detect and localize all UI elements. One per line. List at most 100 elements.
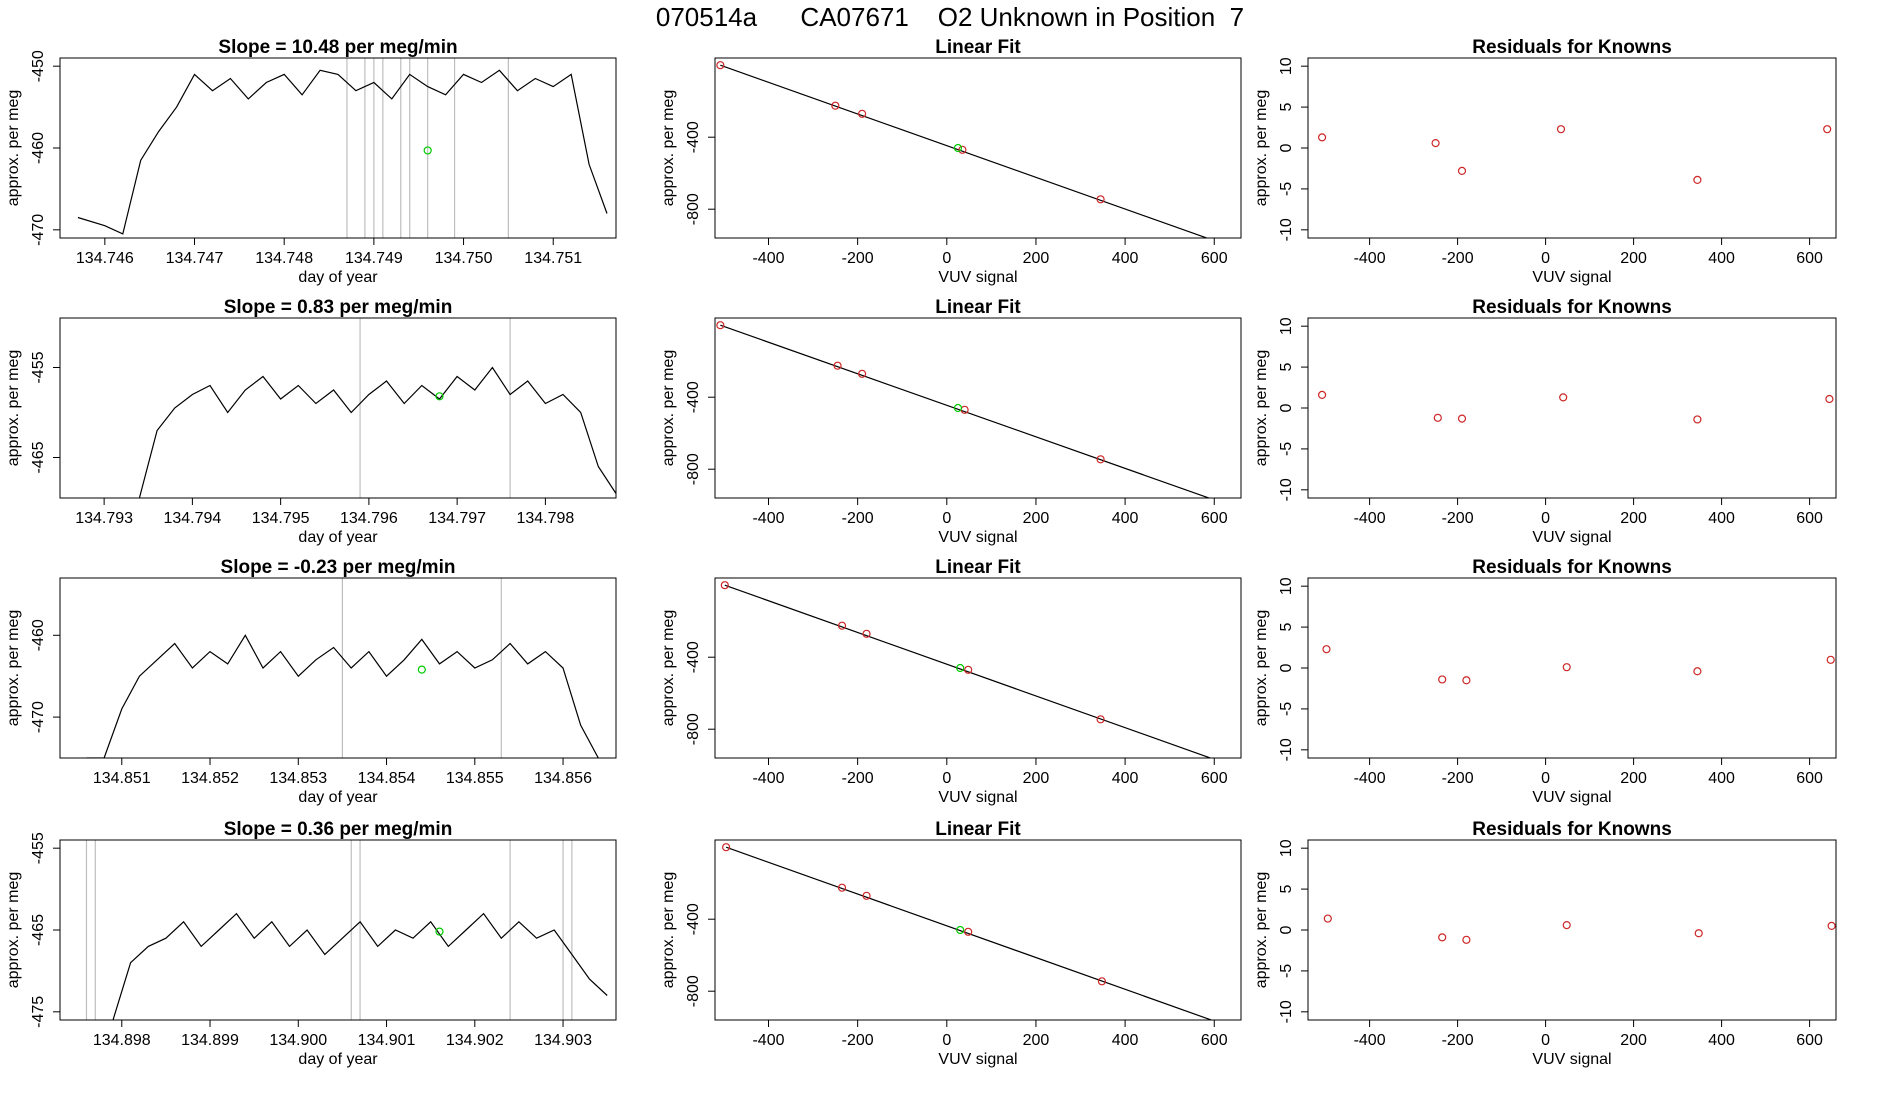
panel-r3-c1: Slope = -0.23 per meg/min 134.851 134.852 1… (5, 557, 617, 806)
panel-title: Residuals for Knowns (1472, 297, 1672, 318)
unknown-point (435, 392, 444, 401)
x-tick-label: -400 (752, 510, 784, 527)
residual-point (1457, 414, 1467, 423)
y-tick-label: -800 (685, 975, 702, 1007)
y-axis-label: approx. per meg (660, 350, 677, 467)
residual-point (1317, 390, 1327, 400)
y-tick-label: -460 (30, 132, 47, 164)
panel-title: Residuals for Knowns (1472, 819, 1672, 840)
residual-point (1823, 125, 1832, 134)
known-point (1096, 195, 1105, 204)
known-point (716, 321, 725, 330)
x-tick-label: -200 (1442, 1032, 1474, 1049)
x-tick-label: 400 (1112, 770, 1139, 787)
x-tick-label: 400 (1708, 510, 1735, 527)
y-tick-label: -470 (30, 701, 47, 733)
residual-point (1438, 933, 1447, 942)
x-tick-label: 200 (1620, 510, 1647, 527)
y-axis-label: approx. per meg (660, 90, 677, 207)
x-tick-label: 0 (942, 1032, 951, 1049)
x-tick-label: 134.748 (255, 250, 313, 267)
y-tick-label: -10 (1278, 478, 1295, 501)
x-tick-label: 134.900 (269, 1032, 327, 1049)
residual-point (1693, 175, 1702, 185)
x-tick-label: 200 (1023, 1032, 1050, 1049)
known-point (837, 883, 847, 892)
x-tick-label: -400 (752, 770, 784, 787)
plot-area (1317, 125, 1832, 185)
plot-frame (1307, 839, 1837, 1021)
x-tick-label: 134.856 (534, 770, 592, 787)
plot-frame (59, 577, 617, 759)
x-tick-label: 0 (1541, 510, 1550, 527)
x-tick-label: 600 (1796, 770, 1823, 787)
plot-frame (714, 839, 1242, 1021)
known-point (1232, 764, 1239, 771)
unknown-point (435, 927, 444, 936)
x-tick-label: 0 (1541, 250, 1550, 267)
x-tick-label: 200 (1023, 250, 1050, 267)
y-tick-label: -5 (1278, 964, 1295, 978)
fit-line (724, 584, 1213, 758)
x-tick-label: 400 (1112, 1032, 1139, 1049)
x-axis-label: VUV signal (938, 1051, 1017, 1068)
plot-area (1322, 645, 1835, 685)
known-point (964, 927, 973, 936)
panel-title: Residuals for Knowns (1472, 37, 1672, 58)
known-point (862, 891, 871, 900)
x-tick-label: 600 (1796, 250, 1823, 267)
panel-r1-c1: Slope = 10.48 per meg/min 134.746 134.747 1… (5, 37, 617, 286)
x-tick-label: 134.901 (358, 1032, 416, 1049)
x-tick-label: -200 (842, 770, 874, 787)
x-tick-label: 134.747 (166, 250, 224, 267)
x-axis-label: day of year (298, 1051, 378, 1068)
unknown-point (956, 925, 965, 935)
x-tick-label: 200 (1023, 510, 1050, 527)
x-tick-label: -400 (752, 1032, 784, 1049)
y-tick-label: -455 (30, 351, 47, 383)
known-point (1096, 715, 1105, 724)
residual-point (1317, 133, 1327, 142)
residual-point (1323, 914, 1332, 923)
y-tick-label: -400 (685, 381, 702, 413)
plot-area (722, 843, 1240, 1033)
plot-frame (1307, 57, 1837, 239)
residual-point (1562, 663, 1571, 672)
panel-title: Linear Fit (935, 37, 1021, 58)
y-tick-label: 5 (1278, 103, 1295, 112)
x-tick-label: -200 (842, 250, 874, 267)
panels-grid: Slope = 10.48 per meg/min 134.746 134.747 1… (5, 37, 1837, 1068)
plot-frame (714, 577, 1242, 759)
x-axis-label: VUV signal (938, 529, 1017, 546)
y-axis-label: approx. per meg (5, 350, 22, 467)
panel-r2-c2: Linear Fit -400 -200 0 200 400 600 -800 -400 VUV … (660, 297, 1242, 546)
known-point (831, 101, 840, 110)
plot-area (85, 840, 608, 1020)
known-point (964, 665, 973, 674)
panel-title: Residuals for Knowns (1472, 557, 1672, 578)
unknown-point (956, 663, 965, 673)
x-tick-label: -200 (842, 1032, 874, 1049)
trace-line (138, 366, 616, 498)
y-axis-label: approx. per meg (1253, 872, 1270, 989)
y-tick-label: -465 (30, 441, 47, 473)
x-axis-label: VUV signal (938, 789, 1017, 806)
known-point (1233, 1026, 1240, 1033)
panel-r3-c3: Residuals for Knowns -400 -200 0 200 400 600 -1… (1253, 557, 1837, 806)
y-tick-label: -800 (685, 193, 702, 225)
residual-point (1693, 667, 1702, 676)
residual-point (1438, 675, 1447, 684)
trace-line (86, 634, 599, 758)
x-tick-label: 600 (1201, 1032, 1228, 1049)
panel-r2-c1: Slope = 0.83 per meg/min 134.793 134.794 13… (5, 297, 617, 546)
plot-frame (714, 317, 1242, 499)
known-point (837, 621, 847, 630)
y-axis-label: approx. per meg (5, 610, 22, 727)
y-tick-label: 5 (1278, 885, 1295, 894)
known-point (858, 369, 867, 378)
x-tick-label: -400 (1354, 510, 1386, 527)
y-tick-label: 5 (1278, 623, 1295, 632)
residual-point (1693, 415, 1702, 424)
x-tick-label: -400 (1354, 250, 1386, 267)
